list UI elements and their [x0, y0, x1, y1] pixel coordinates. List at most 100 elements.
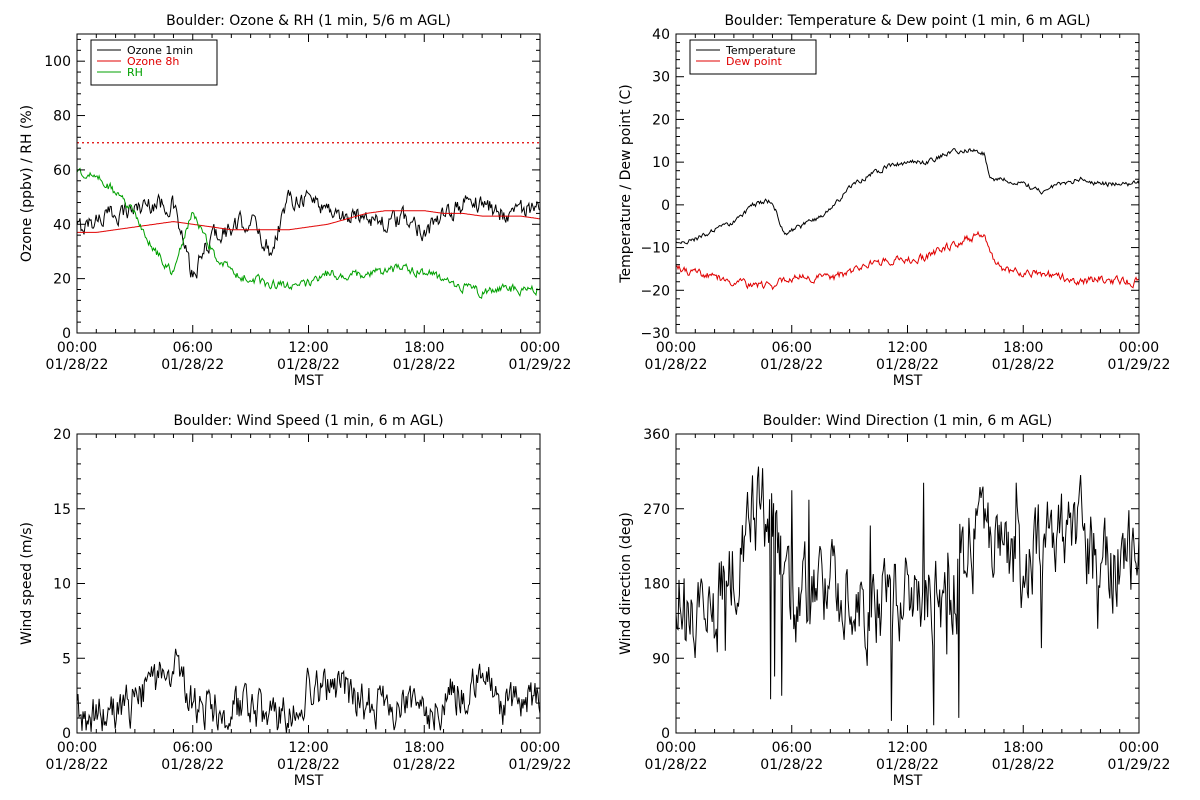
x-tick-time: 00:00 — [57, 740, 97, 756]
y-tick-label: 0 — [62, 726, 71, 742]
series-group — [77, 648, 540, 733]
series-line-ozone-1min — [77, 189, 540, 279]
x-tick-date: 01/28/22 — [760, 757, 823, 773]
x-axis-label: MST — [893, 373, 923, 389]
x-tick-time: 00:00 — [520, 340, 560, 356]
legend-label: Dew point — [726, 55, 782, 68]
x-axis-label: MST — [294, 373, 324, 389]
x-tick-time: 00:00 — [520, 740, 560, 756]
x-tick-date: 01/28/22 — [876, 757, 939, 773]
legend-label: Ozone 8h — [127, 55, 179, 68]
x-tick-time: 00:00 — [656, 740, 696, 756]
y-axis-label: Wind direction (deg) — [618, 512, 634, 655]
x-tick-time: 18:00 — [404, 740, 444, 756]
series-line-temperature — [676, 147, 1139, 245]
series-line-rh — [77, 167, 540, 300]
x-tick-time: 12:00 — [288, 340, 328, 356]
y-tick-label: 0 — [661, 726, 670, 742]
y-tick-label: 40 — [53, 217, 71, 233]
legend-box — [90, 39, 218, 86]
legend-label: Ozone 1min — [127, 44, 193, 57]
x-tick-date: 01/28/22 — [992, 757, 1055, 773]
series-group — [676, 466, 1139, 726]
x-tick-time: 00:00 — [1119, 740, 1159, 756]
x-tick-time: 18:00 — [1003, 740, 1043, 756]
x-tick-date: 01/28/22 — [46, 757, 109, 773]
plot-frame — [675, 33, 1140, 334]
y-tick-label: 0 — [661, 198, 670, 214]
y-axis-label: Ozone (ppbv) / RH (%) — [19, 105, 35, 262]
y-tick-label: 10 — [53, 577, 71, 593]
chart-title: Boulder: Wind Speed (1 min, 6 m AGL) — [173, 413, 443, 429]
y-tick-label: 270 — [643, 502, 670, 518]
x-tick-date: 01/28/22 — [161, 757, 224, 773]
x-tick-date: 01/28/22 — [876, 357, 939, 373]
x-tick-date: 01/29/22 — [509, 357, 572, 373]
chart-panel-3: Boulder: Wind Speed (1 min, 6 m AGL) 0 5 10… — [19, 413, 571, 789]
x-tick-date: 01/28/22 — [277, 357, 340, 373]
x-tick-time: 06:00 — [173, 340, 213, 356]
chart-title: Boulder: Temperature & Dew point (1 min,… — [724, 13, 1090, 29]
y-tick-label: 30 — [652, 70, 670, 86]
x-tick-time: 12:00 — [887, 740, 927, 756]
series-line-1 — [676, 466, 1139, 726]
x-tick-date: 01/28/22 — [277, 757, 340, 773]
x-tick-time: 06:00 — [772, 740, 812, 756]
chart-panel-2: Boulder: Temperature & Dew point (1 min,… — [618, 13, 1170, 389]
y-tick-label: 360 — [643, 427, 670, 443]
x-tick-date: 01/28/22 — [760, 357, 823, 373]
x-tick-time: 00:00 — [1119, 340, 1159, 356]
y-tick-label: −20 — [640, 283, 670, 299]
series-group — [77, 167, 540, 300]
y-tick-label: 20 — [53, 272, 71, 288]
chart-title: Boulder: Ozone & RH (1 min, 5/6 m AGL) — [166, 13, 451, 29]
x-tick-date: 01/28/22 — [992, 357, 1055, 373]
y-axis-label: Wind speed (m/s) — [19, 522, 35, 645]
chart-title: Boulder: Wind Direction (1 min, 6 m AGL) — [763, 413, 1052, 429]
x-tick-time: 06:00 — [173, 740, 213, 756]
x-tick-date: 01/28/22 — [393, 357, 456, 373]
series-line-dew-point — [676, 230, 1139, 291]
series-group — [676, 147, 1139, 291]
legend-box — [689, 39, 817, 75]
series-line-ozone-8h — [77, 210, 540, 233]
x-axis-label: MST — [294, 773, 324, 789]
legend-label: RH — [127, 66, 143, 79]
y-tick-label: 20 — [652, 112, 670, 128]
y-tick-label: 20 — [53, 427, 71, 443]
x-tick-date: 01/28/22 — [161, 357, 224, 373]
y-tick-label: 15 — [53, 502, 71, 518]
x-tick-time: 06:00 — [772, 340, 812, 356]
x-tick-date: 01/29/22 — [509, 757, 572, 773]
y-tick-label: 100 — [44, 54, 71, 70]
y-tick-label: 40 — [652, 27, 670, 43]
x-tick-date: 01/29/22 — [1108, 357, 1171, 373]
x-tick-time: 00:00 — [57, 340, 97, 356]
x-axis-label: MST — [893, 773, 923, 789]
chart-panel-4: Boulder: Wind Direction (1 min, 6 m AGL)… — [618, 413, 1170, 789]
y-tick-label: −30 — [640, 326, 670, 342]
plot-frame — [675, 433, 1140, 734]
y-tick-label: 10 — [652, 155, 670, 171]
x-tick-date: 01/28/22 — [645, 757, 708, 773]
y-tick-label: 90 — [652, 651, 670, 667]
x-tick-date: 01/29/22 — [1108, 757, 1171, 773]
series-line-1 — [77, 648, 540, 733]
x-tick-date: 01/28/22 — [46, 357, 109, 373]
x-tick-date: 01/28/22 — [393, 757, 456, 773]
y-tick-label: −10 — [640, 241, 670, 257]
x-tick-time: 00:00 — [656, 340, 696, 356]
y-tick-label: 60 — [53, 163, 71, 179]
x-tick-time: 18:00 — [404, 340, 444, 356]
legend-label: Temperature — [725, 44, 796, 57]
y-tick-label: 5 — [62, 651, 71, 667]
chart-panel-1: Boulder: Ozone & RH (1 min, 5/6 m AGL) 0 2… — [19, 13, 571, 389]
x-tick-time: 18:00 — [1003, 340, 1043, 356]
y-tick-label: 180 — [643, 577, 670, 593]
x-tick-time: 12:00 — [288, 740, 328, 756]
x-tick-time: 12:00 — [887, 340, 927, 356]
y-tick-label: 0 — [62, 326, 71, 342]
y-tick-label: 80 — [53, 109, 71, 125]
y-axis-label: Temperature / Dew point (C) — [618, 84, 634, 283]
